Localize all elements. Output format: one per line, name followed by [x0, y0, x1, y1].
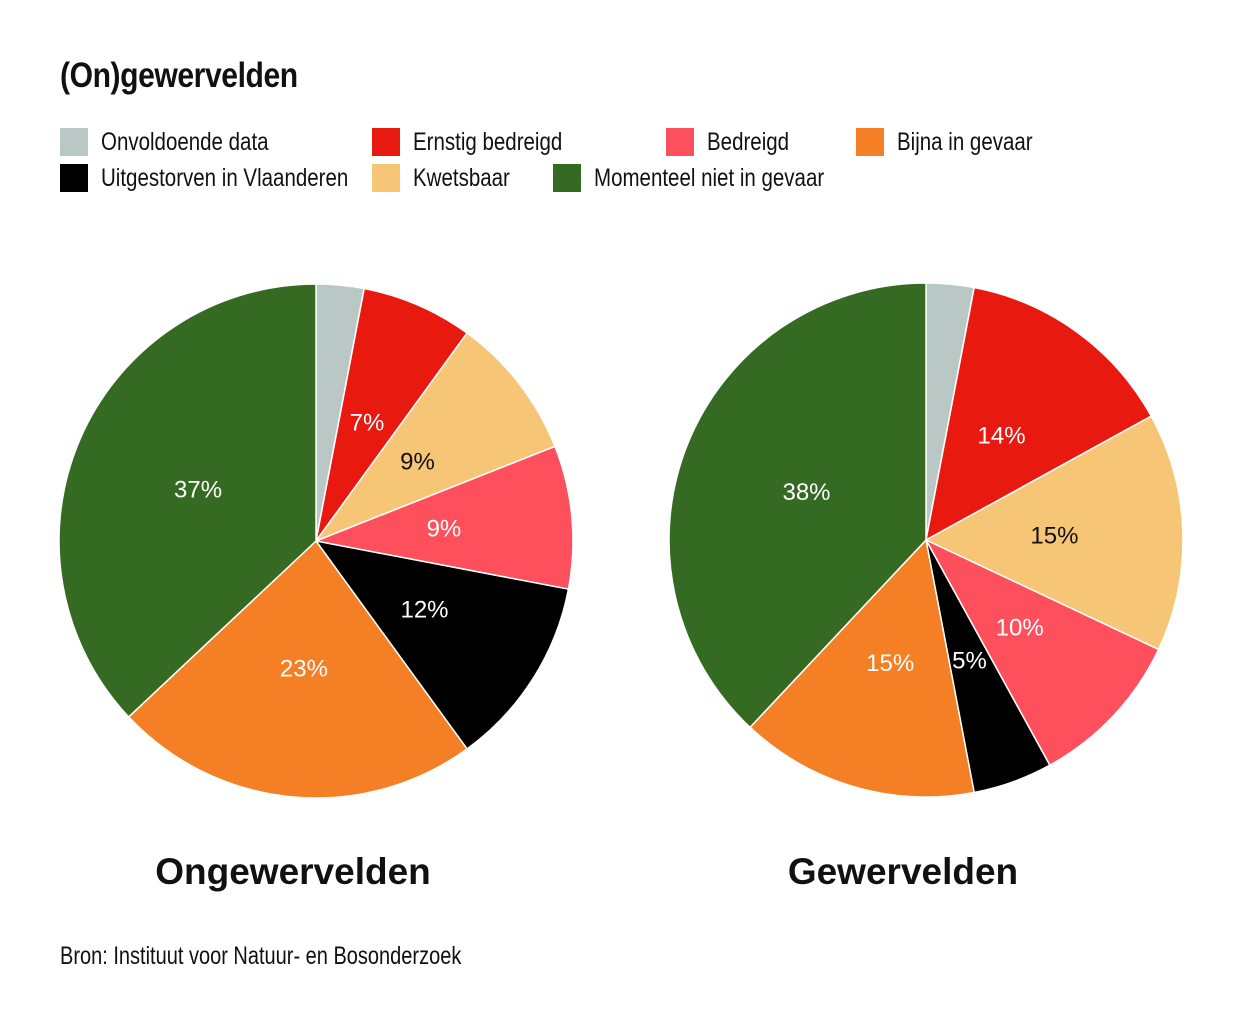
legend-swatch: [553, 164, 581, 192]
slice-label-kwetsbaar: 15%: [1030, 522, 1078, 549]
legend-item-ernstig-bedreigd: Ernstig bedreigd: [372, 127, 595, 157]
legend-swatch: [60, 164, 88, 192]
pie-slice-bedreigd: [925, 539, 1160, 766]
slice-label-uitgestorven-in-vlaanderen: 5%: [952, 647, 987, 674]
legend-item-bedreigd: Bedreigd: [666, 127, 807, 157]
legend-item-kwetsbaar: Kwetsbaar: [372, 163, 531, 193]
legend-swatch: [666, 128, 694, 156]
slice-label-bijna-in-gevaar: 23%: [280, 655, 328, 682]
chart-title-ongewervelden: Ongewervelden: [155, 851, 431, 892]
pie-slice-uitgestorven-in-vlaanderen: [315, 540, 570, 750]
pie-slice-bijna-in-gevaar: [127, 540, 468, 799]
pie-slice-momenteel-niet-in-gevaar: [668, 282, 927, 729]
page-title: (On)gewervelden: [60, 56, 298, 95]
source-note: Bron: Instituut voor Natuur- en Bosonder…: [60, 942, 462, 970]
legend-item-momenteel-niet-in-gevaar: Momenteel niet in gevaar: [553, 163, 875, 193]
legend-swatch: [372, 128, 400, 156]
legend-swatch: [856, 128, 884, 156]
pie-slice-momenteel-niet-in-gevaar: [58, 283, 317, 718]
legend-swatch: [60, 128, 88, 156]
chart-title-gewervelden: Gewervelden: [788, 851, 1018, 892]
legend-label: Kwetsbaar: [413, 163, 510, 192]
pie-slice-ernstig-bedreigd: [315, 287, 468, 542]
pie-chart-ongewervelden: 7% 9% 9% 12% 23% 37% Ongewervelden: [58, 283, 574, 892]
slice-label-ernstig-bedreigd: 14%: [978, 423, 1026, 450]
pie-slice-bijna-in-gevaar: [749, 539, 975, 798]
pie-chart-gewervelden: 14% 15% 10% 5% 15% 38% Gewervelden: [668, 282, 1184, 892]
pie-slice-kwetsbaar: [315, 332, 556, 542]
pie-slice-ernstig-bedreigd: [925, 286, 1152, 541]
slice-label-momenteel-niet-in-gevaar: 38%: [782, 479, 830, 506]
slice-label-ernstig-bedreigd: 7%: [350, 410, 385, 437]
legend-swatch: [372, 164, 400, 192]
slice-label-uitgestorven-in-vlaanderen: 12%: [400, 596, 448, 623]
pie-slice-bedreigd: [315, 445, 574, 590]
legend-label: Uitgestorven in Vlaanderen: [101, 163, 349, 192]
legend-label: Bedreigd: [707, 127, 790, 156]
slice-label-kwetsbaar: 9%: [400, 449, 435, 476]
slice-label-bijna-in-gevaar: 15%: [866, 650, 914, 677]
legend-label: Momenteel niet in gevaar: [594, 163, 825, 192]
legend-label: Onvoldoende data: [101, 127, 269, 156]
legend-item-uitgestorven-in-vlaanderen: Uitgestorven in Vlaanderen: [60, 163, 403, 193]
legend-label: Bijna in gevaar: [897, 127, 1033, 156]
legend-label: Ernstig bedreigd: [413, 127, 563, 156]
pie-slice-kwetsbaar: [925, 415, 1184, 651]
slice-label-momenteel-niet-in-gevaar: 37%: [174, 476, 222, 503]
legend-item-onvoldoende-data: Onvoldoende data: [60, 127, 305, 157]
slice-label-bedreigd: 9%: [427, 515, 462, 542]
slice-label-bedreigd: 10%: [996, 614, 1044, 641]
legend-item-bijna-in-gevaar: Bijna in gevaar: [856, 127, 1062, 157]
